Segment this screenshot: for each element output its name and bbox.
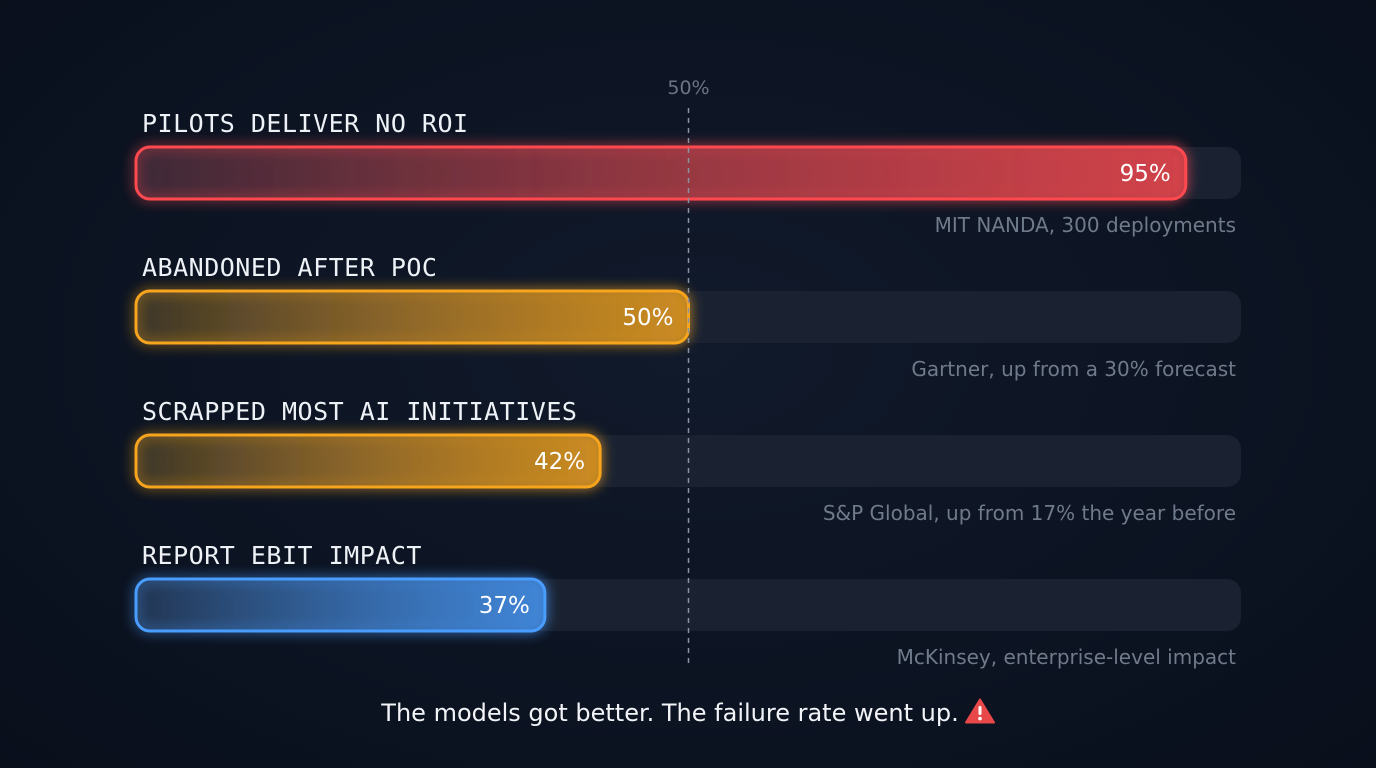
reference-line-group: 50% [667,77,710,665]
footer-text: The models got better. The failure rate … [381,699,959,727]
bar [134,289,690,345]
reference-line-label: 50% [667,77,709,99]
data-label: 37% [479,593,530,619]
row-label: REPORT EBIT IMPACT [142,541,422,570]
source-label: S&P Global, up from 17% the year before [823,501,1236,525]
source-label: Gartner, up from a 30% forecast [911,357,1236,381]
footer-caption: The models got better. The failure rate … [0,698,1376,730]
bars-layer [134,145,1188,633]
warning-icon [964,698,995,730]
data-label: 50% [622,305,673,331]
source-label: McKinsey, enterprise-level impact [897,645,1237,669]
data-label: 95% [1120,161,1171,187]
row-label: PILOTS DELIVER NO ROI [142,109,469,138]
data-label: 42% [534,449,585,475]
bar [134,577,547,633]
row-label: SCRAPPED MOST AI INITIATIVES [142,397,577,426]
source-label: MIT NANDA, 300 deployments [935,213,1236,237]
bar [134,145,1188,201]
bar [134,433,602,489]
row-label: ABANDONED AFTER POC [142,253,437,282]
labels-layer: PILOTS DELIVER NO ROI 95% MIT NANDA, 300 d… [142,109,1236,669]
